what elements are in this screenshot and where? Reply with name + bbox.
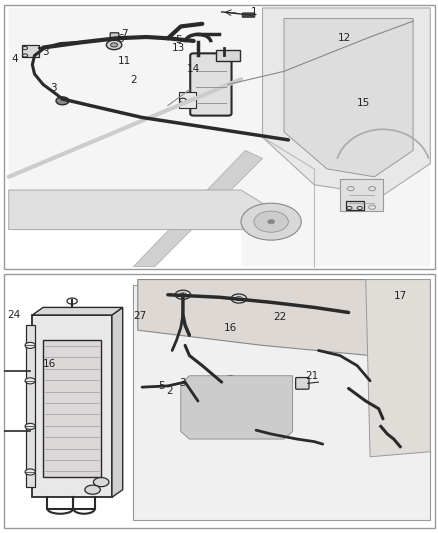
Circle shape <box>230 401 246 411</box>
Circle shape <box>25 423 35 430</box>
Text: 14: 14 <box>187 63 200 74</box>
Circle shape <box>0 428 2 435</box>
Circle shape <box>240 203 300 240</box>
Text: 17: 17 <box>393 291 406 301</box>
Circle shape <box>85 485 100 494</box>
FancyBboxPatch shape <box>323 293 381 322</box>
Text: 13: 13 <box>172 43 185 53</box>
Text: 15: 15 <box>356 98 369 108</box>
Text: 5: 5 <box>158 382 164 391</box>
FancyBboxPatch shape <box>295 377 308 389</box>
Text: 11: 11 <box>118 56 131 66</box>
Text: 24: 24 <box>7 310 21 320</box>
Circle shape <box>110 43 117 47</box>
FancyBboxPatch shape <box>133 285 429 520</box>
Polygon shape <box>365 279 429 457</box>
Bar <box>178 92 195 108</box>
Circle shape <box>226 375 234 381</box>
Circle shape <box>279 394 288 399</box>
Polygon shape <box>9 190 262 230</box>
Circle shape <box>56 97 69 105</box>
Circle shape <box>25 378 35 384</box>
Bar <box>21 45 39 58</box>
Circle shape <box>188 414 197 418</box>
Polygon shape <box>32 308 123 315</box>
Text: 3: 3 <box>50 83 57 93</box>
Polygon shape <box>9 8 429 266</box>
Text: 16: 16 <box>43 359 56 369</box>
Polygon shape <box>133 150 262 266</box>
FancyBboxPatch shape <box>339 180 382 211</box>
Circle shape <box>198 382 279 430</box>
Text: 4: 4 <box>12 54 18 64</box>
Text: 3: 3 <box>179 377 186 387</box>
Text: 2: 2 <box>166 386 173 397</box>
Polygon shape <box>112 308 123 497</box>
Text: 22: 22 <box>272 312 286 322</box>
Text: 21: 21 <box>305 372 318 381</box>
Circle shape <box>175 290 190 300</box>
Circle shape <box>25 342 35 349</box>
Text: 5: 5 <box>175 35 181 45</box>
Polygon shape <box>138 279 429 356</box>
Bar <box>26 325 35 487</box>
Circle shape <box>106 40 122 50</box>
Polygon shape <box>283 19 412 177</box>
Circle shape <box>253 211 288 232</box>
Text: 16: 16 <box>223 322 237 333</box>
Text: 1: 1 <box>250 7 257 18</box>
Text: 3: 3 <box>42 46 49 56</box>
Text: 12: 12 <box>337 33 350 43</box>
FancyBboxPatch shape <box>190 53 231 116</box>
FancyBboxPatch shape <box>345 201 363 211</box>
FancyBboxPatch shape <box>4 274 434 528</box>
Polygon shape <box>180 376 292 439</box>
Circle shape <box>230 294 246 303</box>
Circle shape <box>25 469 35 475</box>
Text: 6: 6 <box>117 34 124 44</box>
Bar <box>43 341 101 477</box>
Circle shape <box>251 431 259 435</box>
Polygon shape <box>262 8 429 195</box>
FancyBboxPatch shape <box>216 50 239 61</box>
Text: 27: 27 <box>133 311 146 321</box>
Circle shape <box>267 220 274 224</box>
FancyBboxPatch shape <box>4 5 434 269</box>
FancyBboxPatch shape <box>242 13 254 17</box>
Circle shape <box>0 367 2 374</box>
Circle shape <box>344 285 360 294</box>
FancyBboxPatch shape <box>110 33 119 40</box>
Circle shape <box>93 478 109 487</box>
FancyBboxPatch shape <box>32 315 112 497</box>
Text: 2: 2 <box>130 75 137 85</box>
Text: 7: 7 <box>121 29 128 38</box>
